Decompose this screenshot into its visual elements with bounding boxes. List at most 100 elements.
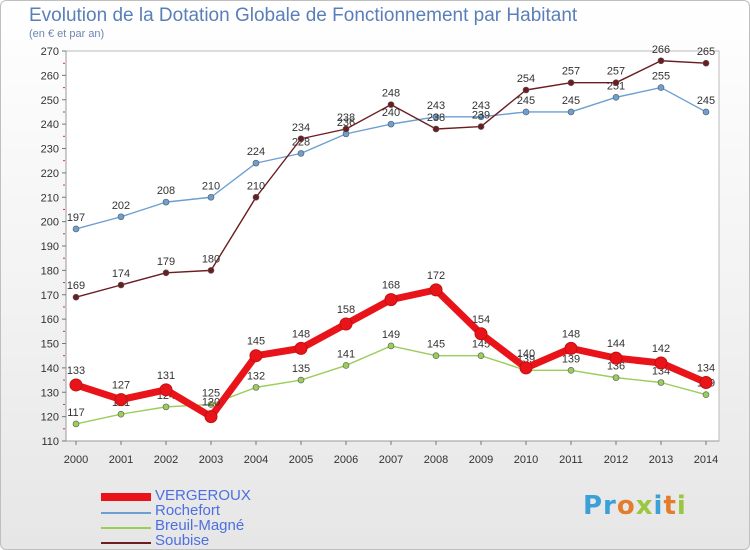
data-label: 117 — [67, 407, 85, 419]
legend-swatch — [101, 542, 151, 544]
x-tick-label: 2005 — [289, 454, 313, 466]
data-point — [522, 86, 530, 94]
data-label: 245 — [697, 95, 715, 107]
y-tick-label: 180 — [41, 265, 59, 277]
data-point — [114, 393, 128, 407]
data-point — [294, 341, 308, 355]
data-label: 136 — [607, 361, 625, 373]
data-label: 133 — [67, 365, 85, 377]
data-point — [162, 269, 170, 277]
data-label: 172 — [427, 270, 445, 282]
y-tick-label: 270 — [41, 46, 59, 58]
y-tick-label: 130 — [41, 387, 59, 399]
data-point — [69, 378, 83, 392]
x-tick-label: 2010 — [514, 454, 538, 466]
data-label: 257 — [607, 66, 625, 78]
data-label: 139 — [562, 353, 580, 365]
data-point — [162, 403, 170, 411]
legend-label: Soubise — [155, 532, 210, 549]
data-point — [117, 281, 125, 289]
data-point — [567, 79, 575, 86]
chart-subtitle: (en € et par an) — [29, 28, 105, 40]
y-tick-label: 190 — [41, 241, 59, 253]
data-label: 168 — [382, 280, 400, 292]
data-label: 208 — [157, 185, 175, 197]
y-tick-label: 260 — [41, 70, 59, 82]
data-label: 142 — [652, 343, 670, 355]
data-point — [654, 356, 668, 370]
data-point — [297, 135, 305, 143]
data-point — [702, 391, 710, 398]
data-point — [567, 108, 575, 116]
y-tick-label: 210 — [41, 192, 59, 204]
data-label: 174 — [112, 268, 130, 280]
data-point — [519, 361, 533, 375]
data-label: 132 — [247, 370, 265, 382]
data-point — [702, 108, 710, 116]
data-point — [387, 342, 395, 350]
y-tick-label: 200 — [41, 217, 59, 229]
data-label: 149 — [382, 329, 400, 341]
data-point — [564, 341, 578, 355]
x-tick-label: 2002 — [154, 454, 178, 466]
data-label: 140 — [517, 348, 535, 360]
data-point — [342, 125, 350, 133]
data-label: 169 — [67, 280, 85, 292]
data-label: 202 — [112, 200, 130, 212]
y-tick-label: 250 — [41, 95, 59, 107]
data-label: 148 — [562, 328, 580, 340]
data-label: 243 — [427, 100, 445, 112]
data-label: 141 — [337, 348, 355, 360]
data-point — [252, 193, 260, 201]
legend-swatch — [101, 527, 151, 529]
data-point — [72, 293, 80, 301]
data-point — [657, 379, 665, 386]
x-tick-label: 2009 — [469, 454, 493, 466]
data-point — [702, 59, 710, 67]
data-label: 239 — [472, 110, 490, 122]
chart-title: Evolution de la Dotation Globale de Fonc… — [29, 5, 578, 26]
y-tick-label: 160 — [41, 314, 59, 326]
data-label: 145 — [472, 339, 490, 351]
y-tick-label: 170 — [41, 290, 59, 302]
data-point — [252, 384, 260, 391]
y-tick-label: 110 — [41, 436, 59, 448]
x-tick-label: 2001 — [109, 454, 133, 466]
data-point — [342, 362, 350, 369]
data-point — [432, 125, 440, 133]
data-label: 248 — [382, 88, 400, 100]
data-point — [207, 267, 215, 274]
data-label: 125 — [202, 387, 220, 399]
x-tick-label: 2013 — [649, 454, 673, 466]
data-label: 134 — [697, 363, 715, 375]
data-point — [612, 79, 620, 86]
data-point — [522, 108, 530, 116]
data-point — [477, 123, 485, 130]
data-point — [609, 351, 623, 365]
x-tick-label: 2003 — [199, 454, 223, 466]
data-label: 120 — [202, 397, 220, 409]
x-tick-label: 2012 — [604, 454, 628, 466]
data-label: 234 — [292, 122, 310, 134]
data-point — [204, 410, 218, 424]
data-point — [207, 401, 215, 408]
x-tick-label: 2007 — [379, 454, 403, 466]
data-point — [297, 376, 305, 384]
data-point — [477, 352, 485, 359]
data-point — [612, 94, 620, 101]
data-label: 131 — [157, 370, 175, 382]
data-point — [657, 57, 665, 65]
data-label: 127 — [112, 380, 130, 392]
data-label: 135 — [292, 363, 310, 375]
data-point — [432, 113, 440, 121]
legend-label: VERGEROUX — [155, 487, 251, 504]
data-point — [207, 193, 215, 201]
x-tick-label: 2004 — [244, 454, 268, 466]
data-label: 179 — [157, 256, 175, 268]
x-tick-label: 2014 — [694, 454, 718, 466]
y-tick-label: 140 — [41, 363, 59, 375]
data-label: 245 — [517, 95, 535, 107]
x-tick-label: 2008 — [424, 454, 448, 466]
data-point — [429, 283, 443, 297]
